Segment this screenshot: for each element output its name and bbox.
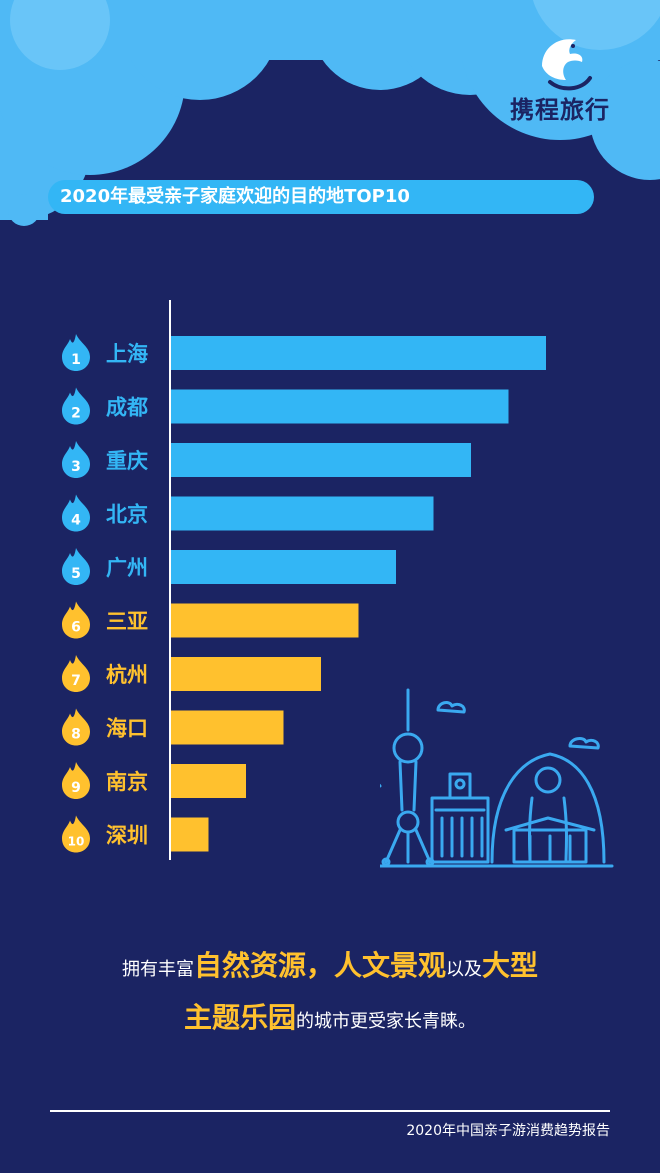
rank-number: 2	[71, 406, 81, 422]
summary-segment: 以及	[446, 959, 482, 980]
category-label: 海口	[106, 717, 148, 741]
summary-line-1: 拥有丰富自然资源，人文景观以及大型	[0, 940, 660, 992]
chart-title-banner: 2020年最受亲子家庭欢迎的目的地TOP10	[48, 180, 594, 214]
category-label: 深圳	[106, 824, 148, 848]
brand-name: 携程旅行	[510, 96, 610, 124]
summary-segment: 大型	[482, 949, 539, 982]
rank-flame-icon	[62, 548, 90, 585]
rank-flame-icon	[62, 387, 90, 425]
dolphin-icon	[542, 39, 592, 91]
category-label: 上海	[106, 342, 148, 366]
summary-segment: 的城市更受家长青睐。	[296, 1011, 476, 1032]
rank-flame-icon	[62, 708, 90, 746]
summary-line-2: 主题乐园的城市更受家长青睐。	[0, 992, 660, 1044]
rank-number: 4	[71, 513, 81, 529]
bar	[171, 443, 471, 477]
bar	[171, 336, 546, 370]
rank-flame-icon	[62, 655, 90, 692]
category-label: 广州	[106, 556, 148, 580]
chart-title: 2020年最受亲子家庭欢迎的目的地TOP10	[60, 186, 410, 207]
bar	[171, 817, 209, 852]
category-label: 杭州	[106, 663, 148, 687]
rank-flame-icon	[62, 601, 90, 639]
rank-number: 7	[71, 673, 81, 689]
bar	[171, 603, 359, 638]
category-label: 重庆	[106, 449, 148, 473]
bar	[171, 496, 434, 531]
bar	[171, 657, 321, 691]
category-label: 南京	[106, 770, 148, 794]
category-label: 三亚	[106, 610, 148, 634]
bar-chart: 1 上海 2 成都 3 重庆 4 北京 5 广州 6 三亚 7 杭州 8 海口 9 南京 10 深圳	[62, 300, 546, 860]
bar	[171, 764, 246, 798]
brand-logo: 携程旅行	[490, 26, 630, 126]
bar	[171, 389, 509, 424]
bar	[171, 710, 284, 745]
bar	[171, 550, 396, 584]
rank-flame-icon	[62, 441, 90, 478]
summary-segment: 自然资源，人文景观	[193, 949, 446, 982]
city-skyline-illustration	[380, 688, 614, 868]
summary-text: 拥有丰富自然资源，人文景观以及大型 主题乐园的城市更受家长青睐。	[0, 940, 660, 1044]
rank-flame-icon	[62, 494, 90, 532]
summary-segment: 主题乐园	[183, 1001, 296, 1034]
rank-number: 5	[71, 566, 81, 582]
rank-flame-icon	[62, 334, 90, 371]
footer-divider	[50, 1110, 610, 1112]
footer-source: 2020年中国亲子游消费趋势报告	[406, 1123, 610, 1139]
rank-number: 3	[71, 459, 81, 475]
rank-flame-icon	[62, 762, 90, 799]
category-label: 北京	[106, 503, 148, 527]
rank-number: 10	[68, 835, 85, 849]
rank-number: 8	[71, 727, 81, 743]
rank-number: 9	[71, 780, 81, 796]
rank-flame-icon	[62, 815, 90, 853]
category-label: 成都	[106, 396, 148, 420]
rank-number: 1	[71, 352, 81, 368]
rank-number: 6	[71, 620, 81, 636]
summary-segment: 拥有丰富	[121, 959, 194, 980]
